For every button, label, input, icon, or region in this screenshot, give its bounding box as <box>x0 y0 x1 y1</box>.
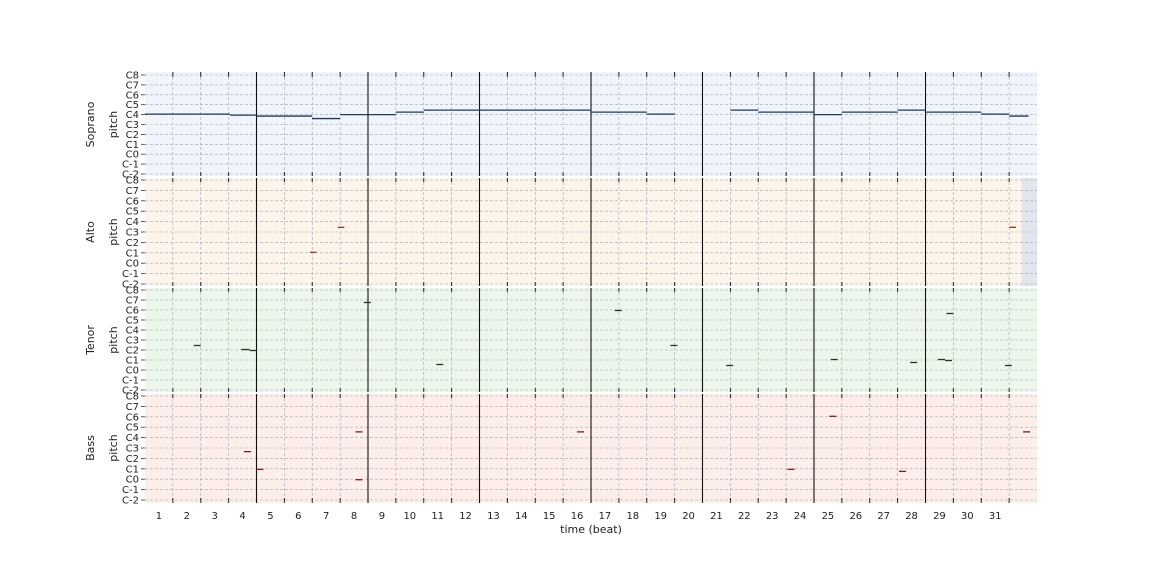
x-tick-label: 6 <box>295 511 301 522</box>
track-name-tenor: Tenor <box>84 325 97 356</box>
x-tick-label: 14 <box>515 511 528 522</box>
y-tick-label: C3 <box>126 228 139 239</box>
y-tick-label: C8 <box>126 392 139 403</box>
y-tick-label: C-2 <box>122 170 139 181</box>
x-tick-label: 3 <box>212 511 218 522</box>
y-tick-label: C-2 <box>122 280 139 291</box>
track-name-alto: Alto <box>84 221 97 243</box>
y-tick-label: C0 <box>126 366 139 377</box>
x-tick-label: 29 <box>933 511 946 522</box>
y-tick-label: C7 <box>126 296 139 307</box>
y-tick-label: C8 <box>126 71 139 82</box>
x-tick-label: 4 <box>239 511 245 522</box>
x-tick-label: 30 <box>961 511 974 522</box>
y-tick-label: C8 <box>126 286 139 297</box>
y-tick-label: C1 <box>126 464 139 475</box>
x-tick-label: 23 <box>766 511 779 522</box>
y-tick-label: C2 <box>126 346 139 357</box>
y-tick-label: C-1 <box>122 160 139 171</box>
x-axis-label: time (beat) <box>560 523 622 536</box>
y-tick-label: C5 <box>126 423 139 434</box>
x-tick-label: 17 <box>599 511 612 522</box>
x-tick-label: 25 <box>822 511 835 522</box>
x-tick-label: 11 <box>431 511 444 522</box>
y-axis-label: pitch <box>107 218 120 245</box>
x-tick-label: 12 <box>459 511 472 522</box>
y-tick-label: C-2 <box>122 496 139 507</box>
y-tick-label: C2 <box>126 238 139 249</box>
y-tick-label: C1 <box>126 140 139 151</box>
y-tick-label: C0 <box>126 475 139 486</box>
y-tick-label: C4 <box>126 326 139 337</box>
track-name-bass: Bass <box>84 435 97 461</box>
y-tick-label: C7 <box>126 80 139 91</box>
x-tick-label: 26 <box>849 511 862 522</box>
x-tick-label: 7 <box>323 511 329 522</box>
y-tick-label: C6 <box>126 196 139 207</box>
y-tick-label: C6 <box>126 412 139 423</box>
y-tick-label: C1 <box>126 248 139 259</box>
x-tick-label: 13 <box>487 511 500 522</box>
x-tick-label: 15 <box>543 511 556 522</box>
y-tick-label: C-1 <box>122 269 139 280</box>
x-tick-label: 20 <box>682 511 695 522</box>
x-tick-label: 8 <box>351 511 357 522</box>
x-tick-label: 28 <box>905 511 918 522</box>
y-tick-label: C8 <box>126 176 139 187</box>
y-tick-label: C3 <box>126 120 139 131</box>
y-tick-label: C3 <box>126 444 139 455</box>
x-tick-label: 10 <box>403 511 416 522</box>
x-tick-label: 22 <box>738 511 751 522</box>
y-tick-label: C6 <box>126 306 139 317</box>
x-tick-label: 18 <box>626 511 639 522</box>
y-tick-label: C-1 <box>122 485 139 496</box>
y-tick-label: C1 <box>126 356 139 367</box>
y-axis-label: pitch <box>107 111 120 138</box>
x-tick-label: 5 <box>267 511 273 522</box>
y-tick-label: C-1 <box>122 376 139 387</box>
x-tick-label: 2 <box>184 511 190 522</box>
y-tick-label: C5 <box>126 207 139 218</box>
y-tick-label: C7 <box>126 186 139 197</box>
y-tick-label: C6 <box>126 90 139 101</box>
y-axis-label: pitch <box>107 326 120 353</box>
y-tick-label: C4 <box>126 110 139 121</box>
x-tick-label: 9 <box>379 511 385 522</box>
x-tick-label: 31 <box>989 511 1002 522</box>
y-tick-label: C5 <box>126 316 139 327</box>
y-tick-label: C0 <box>126 259 139 270</box>
y-tick-label: C2 <box>126 130 139 141</box>
y-tick-label: C-2 <box>122 386 139 397</box>
x-tick-label: 27 <box>877 511 890 522</box>
y-tick-label: C7 <box>126 402 139 413</box>
track-name-soprano: Soprano <box>84 101 97 147</box>
y-tick-label: C3 <box>126 336 139 347</box>
x-tick-label: 21 <box>710 511 723 522</box>
y-tick-label: C4 <box>126 217 139 228</box>
y-tick-label: C2 <box>126 454 139 465</box>
x-tick-label: 24 <box>794 511 807 522</box>
x-axis: 1 2 3 4 5 6 7 8 9 10 11 12 13 14 15 16 17 18 19 20 21 22 23 24 2… <box>156 511 1002 522</box>
x-tick-label: 16 <box>571 511 584 522</box>
y-axis-label: pitch <box>107 434 120 461</box>
y-tick-label: C0 <box>126 150 139 161</box>
x-tick-label: 1 <box>156 511 162 522</box>
y-tick-label: C5 <box>126 100 139 111</box>
x-tick-label: 19 <box>654 511 667 522</box>
panel-end-shade <box>1021 177 1037 287</box>
y-tick-label: C4 <box>126 433 139 444</box>
